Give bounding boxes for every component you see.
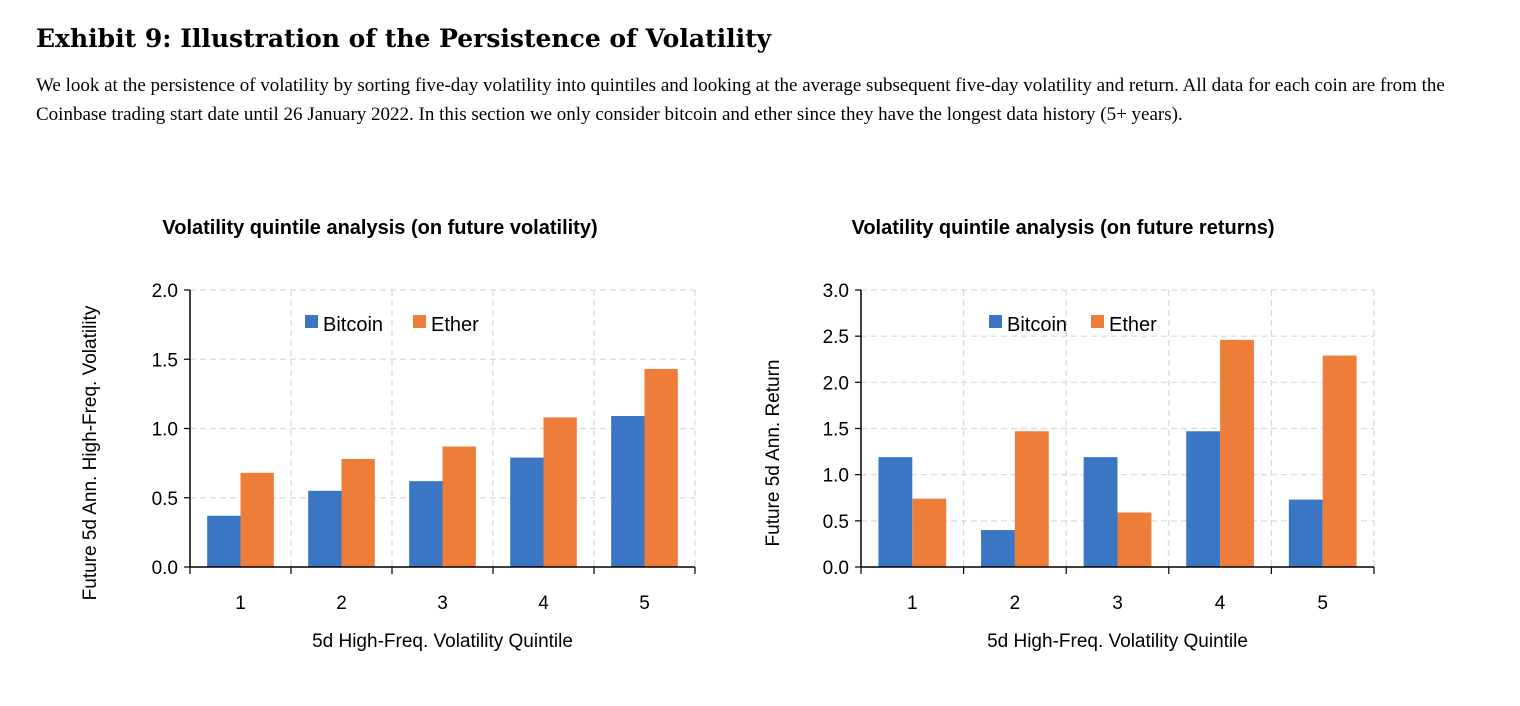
x-axis-label: 5d High-Freq. Volatility Quintile (987, 631, 1248, 652)
bar-bitcoin-3 (409, 481, 443, 567)
bar-bitcoin-5 (611, 416, 645, 567)
legend-label-ether: Ether (431, 314, 479, 336)
x-tick-label: 5 (1317, 593, 1328, 614)
x-tick-label: 5 (639, 593, 650, 614)
exhibit-description: We look at the persistence of volatility… (36, 75, 1445, 125)
bar-bitcoin-2 (981, 530, 1015, 567)
legend-swatch-ether (413, 315, 426, 328)
bar-bitcoin-5 (1288, 499, 1323, 567)
x-axis-label: 5d High-Freq. Volatility Quintile (312, 631, 573, 652)
bar-ether-2 (1014, 431, 1049, 567)
y-tick-label: 1.5 (152, 350, 178, 371)
x-tick-label: 3 (437, 593, 448, 614)
y-tick-label: 2.0 (823, 373, 849, 394)
bar-ether-1 (912, 498, 947, 567)
bar-bitcoin-2 (308, 490, 342, 567)
bar-ether-5 (1322, 355, 1357, 567)
bar-bitcoin-3 (1083, 457, 1118, 567)
y-tick-label: 0.5 (823, 512, 849, 533)
bar-bitcoin-1 (207, 515, 241, 567)
bar-ether-1 (240, 472, 274, 567)
bar-ether-5 (644, 368, 678, 567)
x-tick-label: 3 (1112, 593, 1123, 614)
x-tick-label: 1 (907, 593, 918, 614)
bar-ether-2 (341, 458, 375, 567)
y-tick-label: 1.5 (823, 420, 849, 441)
bar-bitcoin-1 (878, 457, 913, 567)
x-tick-label: 2 (1010, 593, 1021, 614)
bar-ether-3 (1117, 512, 1152, 567)
legend-swatch-ether (1091, 315, 1104, 328)
y-tick-label: 0.0 (823, 558, 849, 579)
bar-bitcoin-4 (1186, 431, 1221, 567)
chart-1: 0.0 0.5 1.0 1.5 2.0 1 2 3 4 5 Volatility quintile … (80, 217, 696, 652)
y-tick-label: 2.5 (823, 327, 849, 348)
bar-ether-4 (543, 417, 577, 567)
legend-swatch-bitcoin (989, 315, 1002, 328)
legend-label-bitcoin: Bitcoin (1007, 314, 1067, 336)
legend-label-ether: Ether (1109, 314, 1157, 336)
legend-swatch-bitcoin (305, 315, 318, 328)
y-tick-label: 1.0 (823, 466, 849, 487)
chart-title: Volatility quintile analysis (on future … (162, 217, 597, 239)
bar-ether-3 (442, 446, 476, 567)
y-tick-label: 0.5 (152, 489, 178, 510)
chart-title: Volatility quintile analysis (on future … (851, 217, 1274, 239)
y-axis-label: Future 5d Ann. High-Freq. Volatility (80, 305, 101, 600)
y-tick-label: 1.0 (152, 420, 178, 441)
bar-ether-4 (1220, 339, 1254, 567)
exhibit-title: Exhibit 9: Illustration of the Persisten… (36, 24, 772, 53)
y-tick-label: 0.0 (152, 558, 178, 579)
x-tick-label: 4 (538, 593, 549, 614)
legend-label-bitcoin: Bitcoin (323, 314, 383, 336)
x-tick-label: 1 (235, 593, 246, 614)
y-tick-label: 3.0 (823, 281, 849, 302)
chart-2: 0.0 0.5 1.0 1.5 2.0 2.5 3.0 1 2 3 4 5 Volatility qui… (763, 217, 1375, 652)
y-tick-label: 2.0 (152, 281, 178, 302)
y-axis-label: Future 5d Ann. Return (763, 360, 784, 547)
x-tick-label: 4 (1215, 593, 1226, 614)
bar-bitcoin-4 (510, 457, 544, 567)
x-tick-label: 2 (336, 593, 347, 614)
